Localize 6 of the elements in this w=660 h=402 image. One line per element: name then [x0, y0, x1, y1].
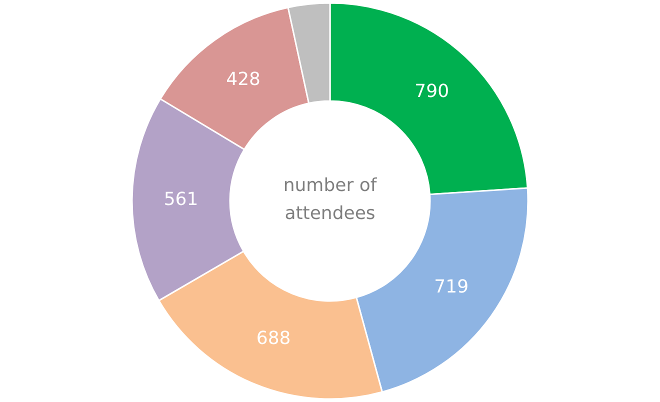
data-label: 561 — [164, 188, 198, 210]
text: number of attendees — [283, 175, 378, 224]
data-label: 688 — [256, 328, 291, 349]
data-label: 790 — [414, 81, 450, 102]
data-label: 719 — [434, 276, 469, 298]
data-label: 428 — [226, 68, 260, 90]
